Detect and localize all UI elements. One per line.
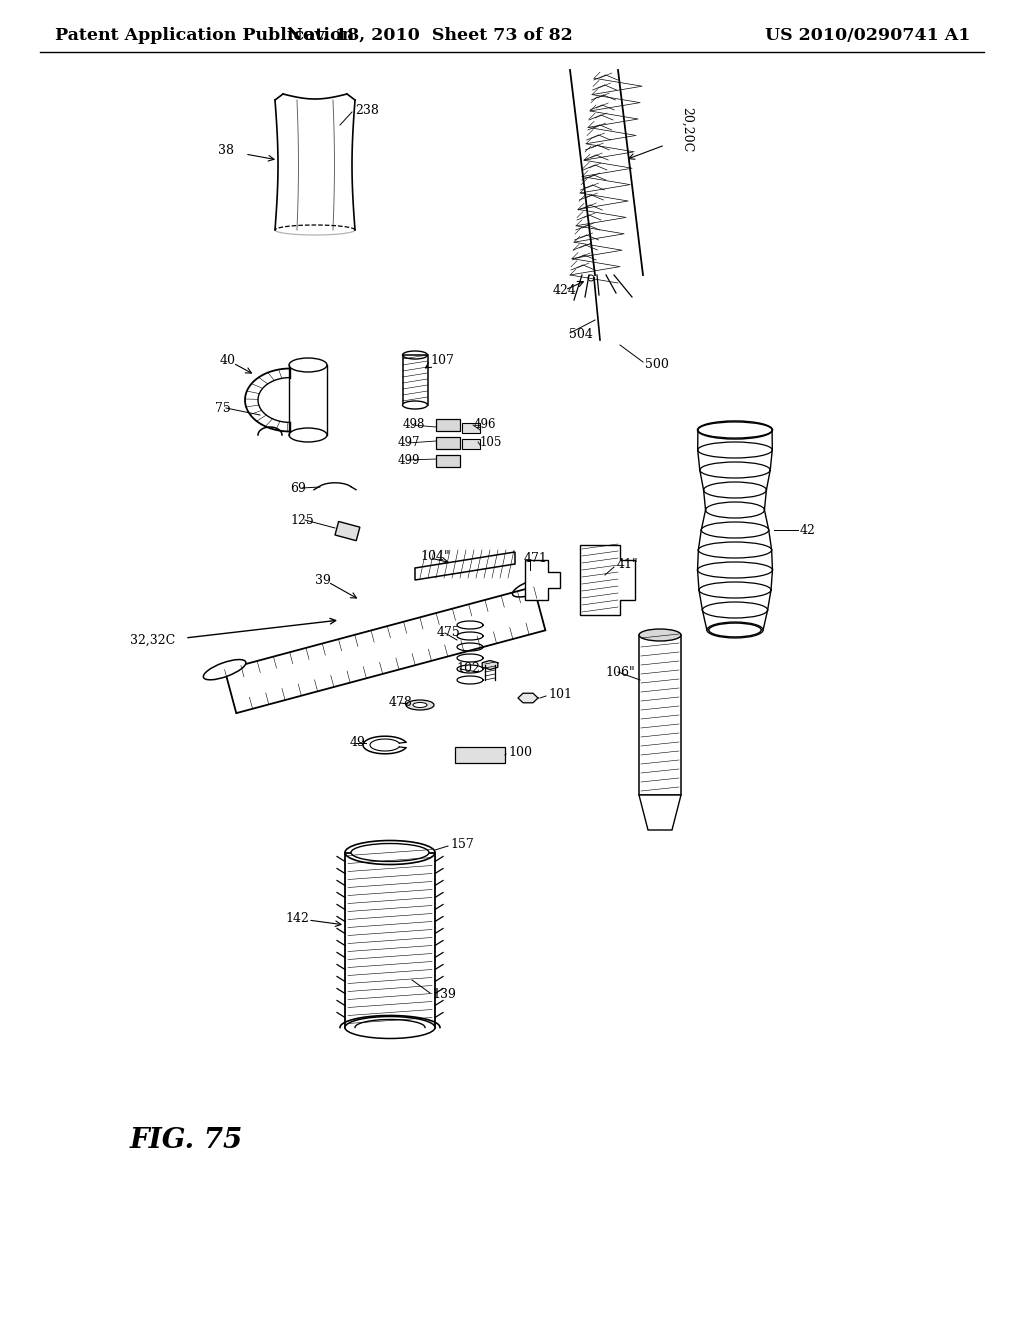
Text: US 2010/0290741 A1: US 2010/0290741 A1 xyxy=(765,26,970,44)
Text: 41": 41" xyxy=(617,558,639,572)
Text: 497: 497 xyxy=(398,437,421,450)
Ellipse shape xyxy=(289,428,327,442)
Text: 20,20C: 20,20C xyxy=(680,107,693,153)
Bar xyxy=(455,747,505,763)
Ellipse shape xyxy=(204,660,246,680)
Bar xyxy=(436,418,460,432)
Bar xyxy=(639,635,681,795)
Bar xyxy=(436,455,460,467)
Bar xyxy=(436,437,460,449)
Polygon shape xyxy=(415,552,515,579)
Polygon shape xyxy=(482,660,498,669)
Text: 75: 75 xyxy=(215,401,230,414)
Ellipse shape xyxy=(639,630,681,642)
Text: 40: 40 xyxy=(220,354,236,367)
Bar xyxy=(335,521,359,541)
Ellipse shape xyxy=(406,700,434,710)
Ellipse shape xyxy=(345,1016,435,1039)
Text: 157: 157 xyxy=(450,838,474,851)
Text: 139: 139 xyxy=(432,989,456,1002)
Bar xyxy=(345,853,435,1027)
Text: 104": 104" xyxy=(420,550,450,564)
Text: 102: 102 xyxy=(456,661,480,675)
Text: 38: 38 xyxy=(218,144,234,157)
Text: 499: 499 xyxy=(398,454,421,466)
Text: 100: 100 xyxy=(508,747,532,759)
Polygon shape xyxy=(224,587,546,713)
Bar xyxy=(402,355,427,405)
Ellipse shape xyxy=(351,843,429,862)
Text: 39: 39 xyxy=(315,573,331,586)
Polygon shape xyxy=(525,560,560,601)
Text: 105: 105 xyxy=(480,436,503,449)
Polygon shape xyxy=(639,795,681,830)
Text: 475: 475 xyxy=(437,626,461,639)
Text: 106": 106" xyxy=(605,665,635,678)
Text: 49: 49 xyxy=(350,737,366,750)
Text: FIG. 75: FIG. 75 xyxy=(130,1126,244,1154)
Text: 500: 500 xyxy=(645,359,669,371)
Text: 498: 498 xyxy=(403,418,425,432)
Text: 101: 101 xyxy=(548,689,572,701)
Text: 42: 42 xyxy=(800,524,816,536)
Text: Nov. 18, 2010  Sheet 73 of 82: Nov. 18, 2010 Sheet 73 of 82 xyxy=(287,26,572,44)
Text: 238: 238 xyxy=(355,103,379,116)
Text: 424: 424 xyxy=(553,284,577,297)
Ellipse shape xyxy=(402,401,427,409)
Text: 142: 142 xyxy=(285,912,309,924)
Text: 32,32C: 32,32C xyxy=(130,634,175,647)
Text: 504: 504 xyxy=(569,329,593,342)
Bar xyxy=(462,422,480,433)
Text: 478: 478 xyxy=(389,696,413,709)
Text: 471: 471 xyxy=(524,552,548,565)
Polygon shape xyxy=(580,545,635,615)
Polygon shape xyxy=(518,693,538,702)
Text: 107: 107 xyxy=(430,354,454,367)
Text: Patent Application Publication: Patent Application Publication xyxy=(55,26,354,44)
Bar xyxy=(462,440,480,449)
Text: 125: 125 xyxy=(290,513,313,527)
Text: 69: 69 xyxy=(290,482,306,495)
Ellipse shape xyxy=(413,702,427,708)
Text: 496: 496 xyxy=(474,418,497,432)
